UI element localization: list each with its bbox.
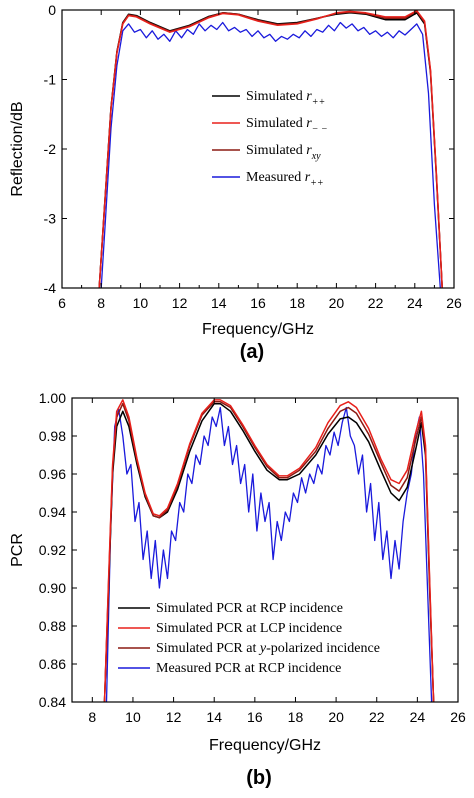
chart-panel-b: 8 10 12 14 16 18 20 22 24 26 1.00 0.98 0.96 0.94 0.92 0… — [9, 390, 466, 789]
x-tick-label: 14 — [206, 709, 222, 725]
legend-entry: Simulated r− − — [246, 116, 328, 135]
x-tick-label: 26 — [446, 295, 462, 311]
legend-symbol: r — [306, 89, 312, 104]
series-line-4 — [105, 406, 433, 702]
series-line-1 — [103, 402, 435, 702]
legend-entry: Simulated PCR at y-polarized incidence — [156, 641, 380, 656]
series-line-2 — [103, 399, 435, 702]
legend-text: Simulated — [246, 89, 306, 104]
y-tick-label: 0.84 — [39, 694, 66, 710]
x-tick-label: 16 — [250, 295, 266, 311]
legend-subscript: xy — [311, 151, 321, 162]
x-tick-label: 22 — [369, 709, 385, 725]
y-tick-label: -2 — [44, 141, 57, 157]
y-tick-label: -1 — [44, 72, 57, 88]
legend-subscript: ++ — [312, 97, 326, 108]
legend-symbol: r — [305, 170, 311, 185]
y-tick-label: 0.88 — [39, 618, 66, 634]
x-tick-label: 20 — [329, 295, 345, 311]
series-line-2 — [98, 10, 443, 288]
x-tick-label: 12 — [166, 709, 182, 725]
legend: Simulated r++Simulated r− −Simulated rxy… — [212, 89, 328, 189]
legend-text-part: Simulated PCR at LCP incidence — [156, 621, 342, 636]
series-group — [98, 10, 443, 288]
y-tick-label: 0.90 — [39, 580, 66, 596]
x-tick-label: 6 — [58, 295, 66, 311]
y-tick-label: 0.86 — [39, 656, 66, 672]
y-axis-label: PCR — [9, 533, 26, 567]
legend-symbol: r — [306, 116, 312, 131]
legend-symbol: r — [306, 143, 312, 158]
y-axis-label: Reflection/dB — [9, 101, 26, 196]
x-tick-label: 8 — [97, 295, 105, 311]
legend: Simulated PCR at RCP incidence Simulated … — [118, 601, 380, 676]
series-line-4 — [100, 21, 441, 288]
x-axis-label: Frequency/GHz — [202, 321, 314, 338]
x-tick-label: 10 — [125, 709, 141, 725]
legend-entry: Simulated r++ — [246, 89, 325, 108]
y-tick-label: 0 — [48, 2, 56, 18]
y-tick-label: -4 — [44, 280, 57, 296]
x-tick-label: 10 — [133, 295, 149, 311]
y-tick-label: 1.00 — [39, 390, 66, 406]
x-tick-label: 20 — [328, 709, 344, 725]
legend-text-part: -polarized incidence — [266, 641, 380, 656]
x-tick-label: 8 — [88, 709, 96, 725]
x-tick-label: 16 — [247, 709, 263, 725]
y-tick-label: 0.98 — [39, 428, 66, 444]
x-tick-label: 18 — [288, 709, 304, 725]
x-tick-label: 24 — [410, 709, 426, 725]
y-tick-label: 0.92 — [39, 542, 66, 558]
x-tick-label: 24 — [407, 295, 423, 311]
legend-text: Measured — [246, 170, 305, 185]
legend-entry: Measured PCR at RCP incidence — [156, 661, 341, 676]
legend-subscript: ++ — [310, 178, 324, 189]
legend-text-part: Simulated PCR at — [156, 641, 260, 656]
legend-text: Simulated — [246, 143, 306, 158]
legend-text-part: Measured PCR at RCP incidence — [156, 661, 341, 676]
legend-entry: Measured r++ — [246, 170, 324, 189]
chart-panel-a: 6 8 10 12 14 16 18 20 22 24 26 0 -1 -2 -3 -4 Frequency/G… — [9, 2, 462, 363]
legend-entry: Simulated PCR at RCP incidence — [156, 601, 343, 616]
legend-text-part: Simulated PCR at RCP incidence — [156, 601, 343, 616]
x-tick-label: 18 — [289, 295, 305, 311]
legend-text-part: y — [258, 641, 267, 656]
y-tick-label: -3 — [44, 211, 57, 227]
x-tick-label: 26 — [450, 709, 466, 725]
x-tick-label: 12 — [172, 295, 188, 311]
y-tick-label: 0.96 — [39, 466, 66, 482]
x-tick-label: 22 — [368, 295, 384, 311]
x-axis-label: Frequency/GHz — [209, 737, 321, 754]
x-tick-label: 14 — [211, 295, 227, 311]
legend-subscript: − − — [312, 124, 328, 135]
panel-label: (a) — [240, 341, 264, 363]
legend-text: Simulated — [246, 116, 306, 131]
panel-label: (b) — [246, 767, 272, 789]
legend-entry: Simulated rxy — [246, 143, 321, 162]
series-group — [103, 399, 435, 702]
y-tick-label: 0.94 — [39, 504, 66, 520]
legend-entry: Simulated PCR at LCP incidence — [156, 621, 342, 636]
